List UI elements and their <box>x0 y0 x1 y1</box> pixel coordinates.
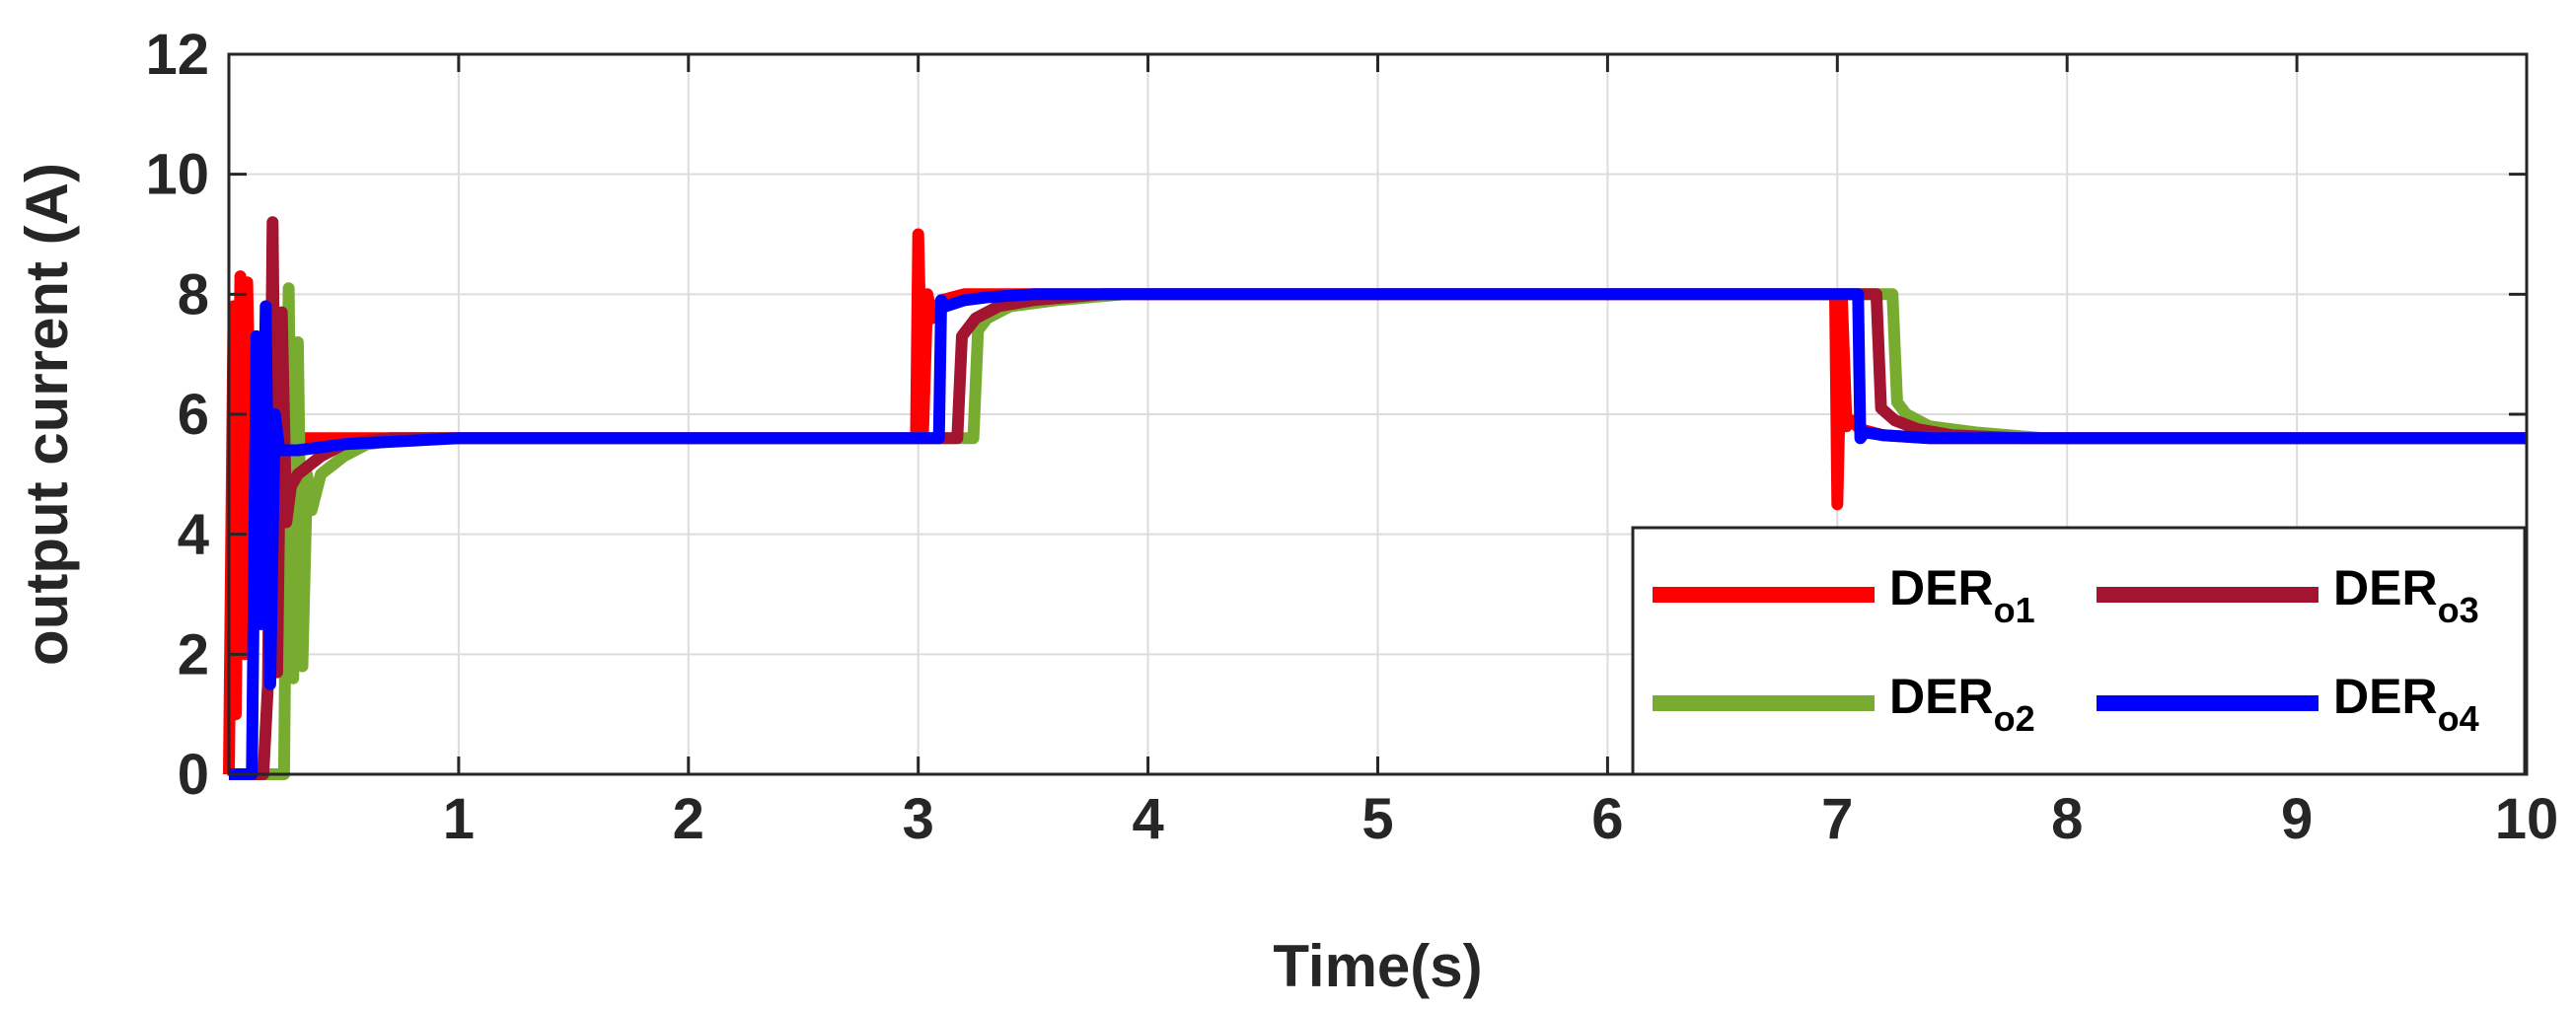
x-tick-label: 2 <box>673 787 704 851</box>
legend-label-main: DER <box>1889 669 1994 724</box>
x-tick-label: 4 <box>1132 787 1163 851</box>
y-tick-label: 6 <box>178 383 209 447</box>
x-tick-label: 8 <box>2051 787 2083 851</box>
y-tick-label: 0 <box>178 743 209 807</box>
legend-box <box>1631 526 2527 776</box>
legend-label-main: DER <box>2333 669 2438 724</box>
legend-label: DERo4 <box>2333 669 2479 739</box>
x-axis-label: Time(s) <box>1273 933 1482 999</box>
series-line-der-o2 <box>229 282 2527 780</box>
y-axis-label: output current (A) <box>14 163 80 666</box>
x-tick-label: 10 <box>2495 787 2559 851</box>
legend-label-subscript: o2 <box>1994 698 2035 739</box>
y-tick-label: 4 <box>178 503 209 567</box>
legend-label-main: DER <box>1889 560 1994 615</box>
y-tick-label: 8 <box>178 262 209 326</box>
x-tick-label: 9 <box>2281 787 2313 851</box>
y-tick-label: 2 <box>178 622 209 686</box>
legend-label-subscript: o4 <box>2438 698 2479 739</box>
legend-label-subscript: o1 <box>1994 590 2035 630</box>
x-tick-label: 5 <box>1362 787 1393 851</box>
legend-label-subscript: o3 <box>2438 590 2479 630</box>
legend-label-main: DER <box>2333 560 2438 615</box>
series-line-der-o4 <box>229 288 2527 780</box>
plot-series <box>223 216 2527 780</box>
x-tick-label: 6 <box>1591 787 1623 851</box>
y-tick-label: 12 <box>145 23 209 87</box>
x-tick-label: 3 <box>903 787 934 851</box>
series-line-der-o3 <box>229 216 2527 780</box>
legend-label: DERo3 <box>2333 560 2479 630</box>
x-tick-label: 1 <box>443 787 475 851</box>
legend-label: DERo1 <box>1889 560 2035 630</box>
y-tick-label: 10 <box>145 143 209 207</box>
x-tick-label: 7 <box>1821 787 1853 851</box>
legend-label: DERo2 <box>1889 669 2035 739</box>
